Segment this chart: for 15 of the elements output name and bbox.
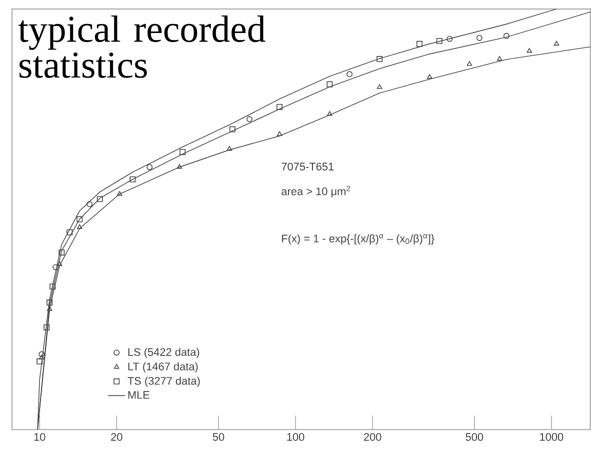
x-tick-label: 1000: [540, 433, 564, 442]
annotation: area > 10 μm$^{2}$: [282, 186, 350, 198]
legend-label: LS (5422 data): [128, 348, 200, 358]
annotation: F(x) = 1 - exp{-[(x/β)$^{α}$ – (x$_{0}$/β)$^{α}$]}: [282, 234, 434, 245]
legend-label: MLE: [128, 391, 150, 399]
x-tick-label: 20: [111, 433, 122, 442]
x-tick-label: 100: [287, 433, 304, 442]
legend-label: LT (1467 data): [128, 362, 198, 373]
x-tick-label: 500: [466, 433, 484, 442]
annotation: 7075-T651: [282, 162, 334, 171]
x-tick-label: 50: [212, 433, 224, 442]
x-tick-label: 10: [34, 433, 46, 442]
x-tick-label: 200: [364, 433, 382, 442]
legend-label: TS (3277 data): [128, 376, 200, 388]
annotation: typical recorded statistics: [18, 16, 266, 78]
